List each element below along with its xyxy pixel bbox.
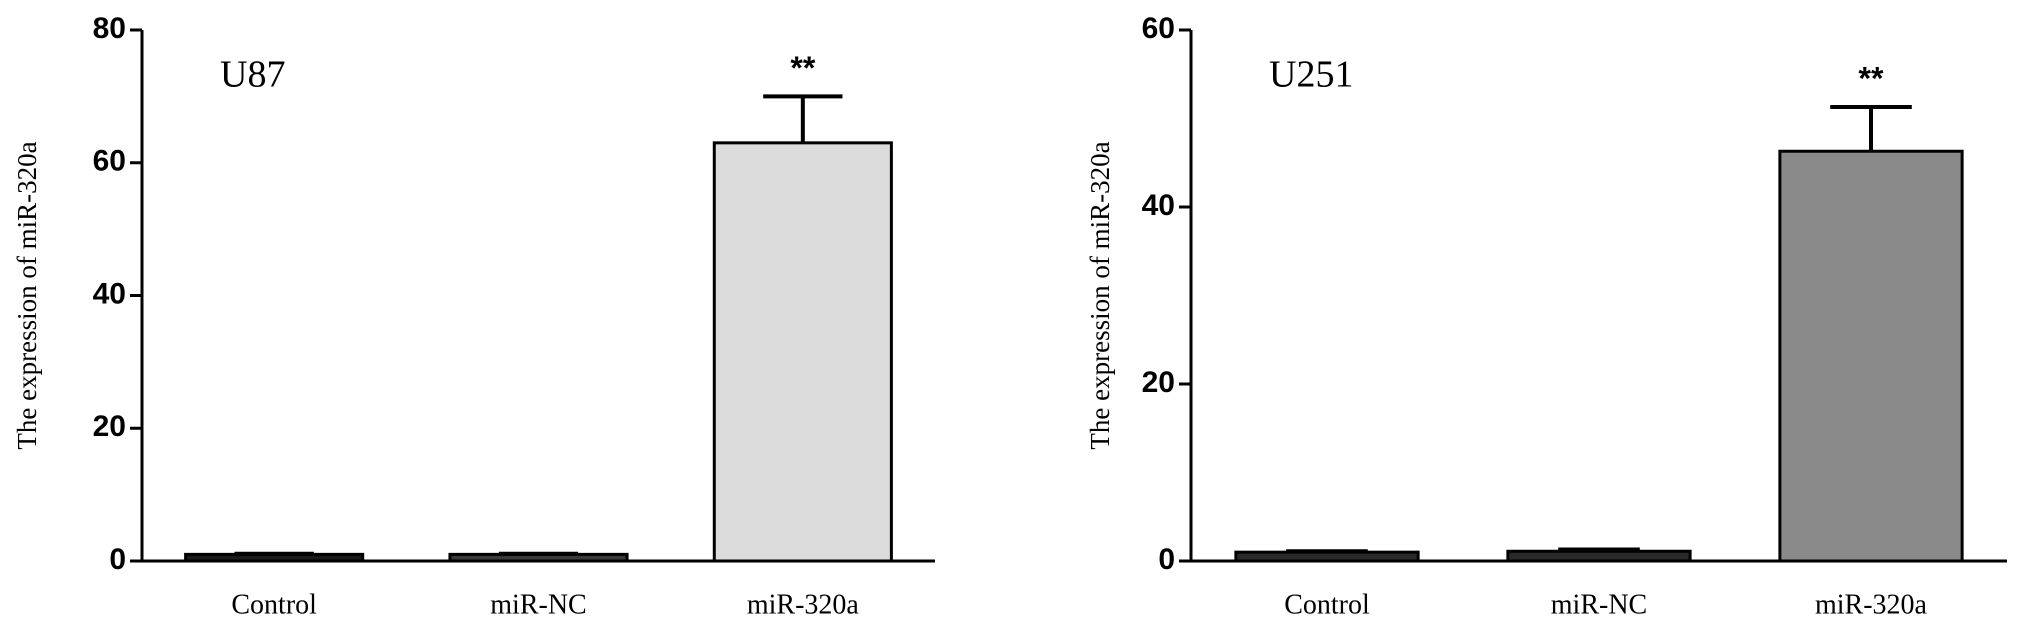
error-bar	[763, 94, 843, 143]
error-bar	[234, 551, 314, 556]
y-tick-label: 40	[93, 277, 126, 310]
y-tick-label: 0	[109, 543, 126, 576]
x-tick-label: miR-NC	[490, 589, 586, 620]
x-tick-label: Control	[231, 589, 317, 620]
y-tick-label: 20	[1142, 366, 1175, 399]
y-tick-label: 0	[1158, 543, 1175, 576]
x-tick-label: miR-320a	[1815, 589, 1928, 620]
y-tick-label: 20	[93, 410, 126, 443]
bar	[1234, 550, 1420, 563]
bar	[1778, 149, 1964, 563]
y-tick-label: 80	[93, 12, 126, 45]
error-bar	[498, 551, 579, 556]
error-bar	[1558, 547, 1640, 552]
y-axis-label: The expression of miR-320a	[12, 141, 42, 449]
error-bar	[1286, 549, 1368, 554]
x-tick-label: Control	[1284, 589, 1370, 620]
x-tick-label: miR-NC	[1551, 589, 1647, 620]
error-bar	[1830, 104, 1912, 152]
y-tick-label: 60	[1142, 12, 1175, 45]
inset-label: U87	[220, 54, 285, 96]
bar	[712, 141, 893, 563]
inset-label: U251	[1269, 54, 1353, 96]
significance-label: **	[1859, 60, 1884, 96]
bar	[1506, 549, 1692, 563]
y-axis-label: The expression of miR-320a	[1085, 141, 1115, 449]
significance-label: **	[790, 50, 815, 86]
y-tick-label: 60	[93, 145, 126, 178]
y-tick-label: 40	[1142, 189, 1175, 222]
x-tick-label: miR-320a	[747, 589, 860, 620]
